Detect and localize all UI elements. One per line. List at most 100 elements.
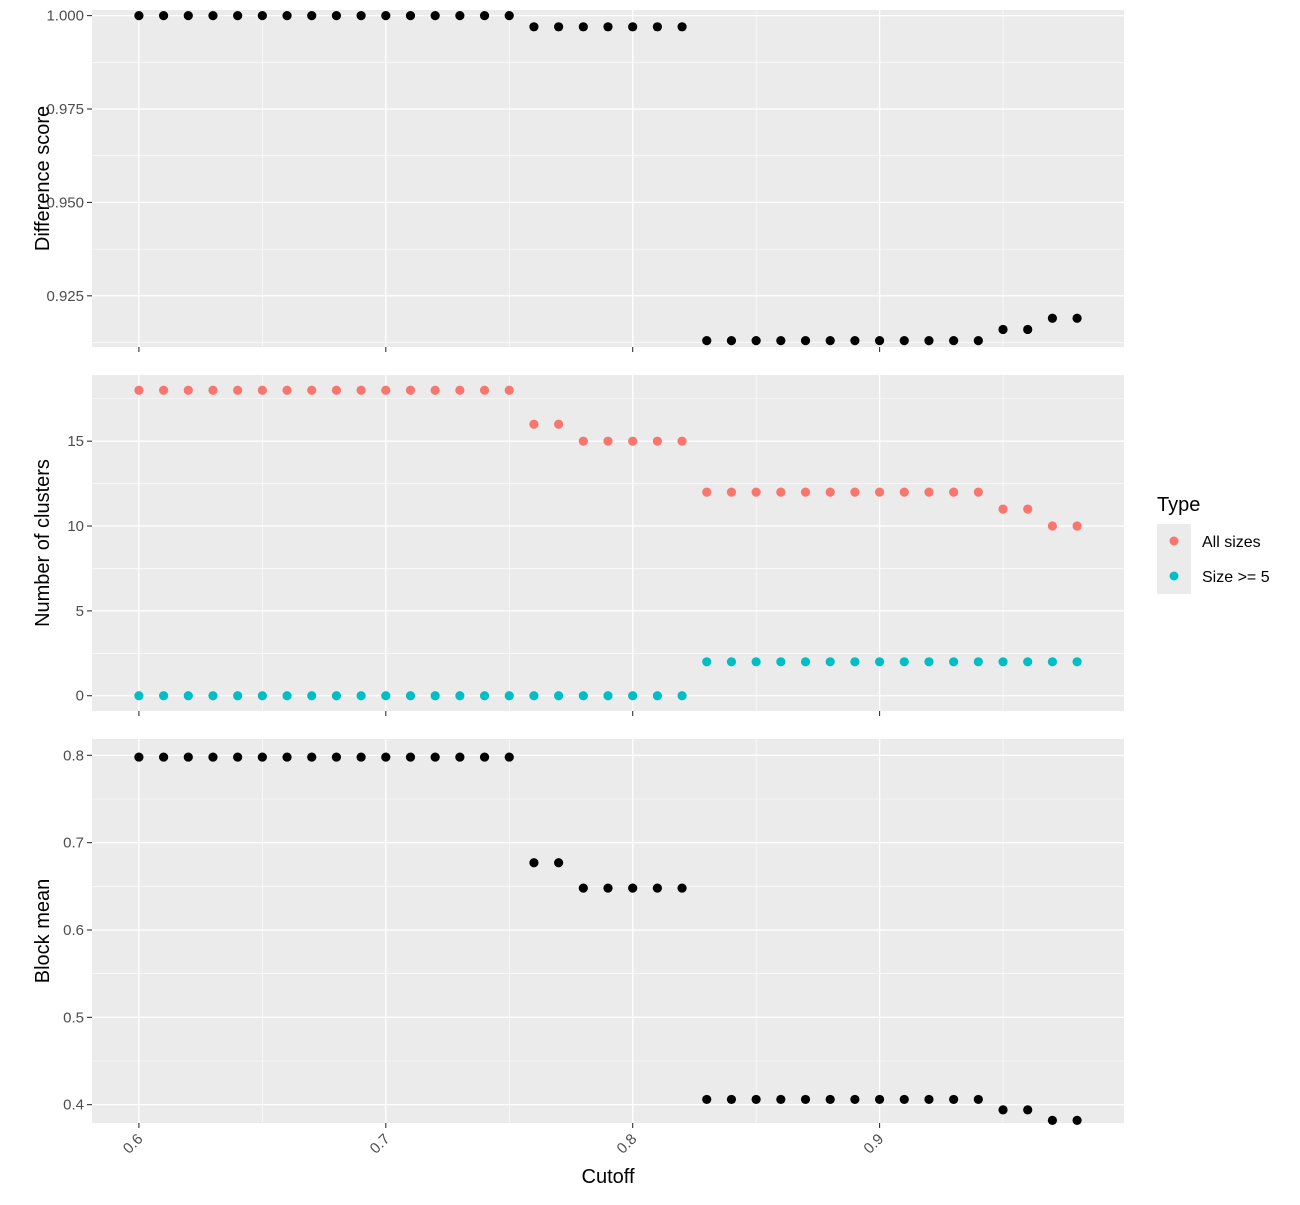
data-point [652,883,662,893]
data-point [208,752,218,762]
data-point [800,657,811,667]
data-point [702,336,712,346]
data-point [850,1094,860,1105]
data-point [652,22,662,32]
data-point [405,752,416,762]
data-point [874,657,885,667]
y-tick-label: 0.7 [63,835,84,852]
y-tick-label: 1.000 [46,8,84,25]
data-point [356,385,366,395]
data-point [899,1094,909,1105]
data-point [628,436,638,446]
y-tick-label: 0.975 [46,101,84,118]
data-point [677,883,687,893]
data-point [1072,313,1082,323]
data-point [726,336,737,346]
data-point [899,657,909,667]
data-point [751,657,761,667]
data-point [702,1094,712,1105]
chart-panel-1: 0.925 0.950 0.975 1.000 Difference score [32,8,1124,352]
data-point [233,385,243,395]
data-point [405,385,416,395]
y-tick-label: 5 [76,603,84,620]
data-point [134,11,144,21]
data-point [208,11,218,21]
data-point [751,487,761,497]
data-point [554,419,564,429]
data-point [800,336,811,346]
data-point [899,336,909,346]
data-point [381,752,391,762]
data-point [282,691,292,701]
data-point [479,385,490,395]
data-point [257,11,267,21]
data-point [726,657,737,667]
data-point [800,1094,811,1105]
data-point [800,487,811,497]
data-point [973,487,983,497]
data-point [924,487,934,497]
x-tick-label: 0.7 [367,1131,394,1158]
data-point [949,1094,959,1105]
data-point [949,657,959,667]
data-point [529,419,539,429]
data-point [455,752,465,762]
data-point [183,11,193,21]
data-point [677,691,687,701]
data-point [998,324,1008,335]
legend-label-all-sizes: All sizes [1202,534,1261,551]
chart-panel-3: 0.4 0.5 0.6 0.7 0.8 0.6 0.7 0.8 0.9 Block mean [32,739,1124,1157]
data-point [381,691,391,701]
data-point [628,22,638,32]
series-1 [134,752,1082,1125]
data-point [1047,657,1058,667]
y-tick-label: 0 [76,688,84,705]
data-point [1023,1105,1033,1115]
data-point [1047,313,1058,323]
data-point [1072,521,1082,531]
data-point [405,11,416,21]
data-point [924,336,934,346]
data-point [282,11,292,21]
y-tick-label: 0.8 [63,747,84,764]
data-point [405,691,416,701]
data-point [924,657,934,667]
data-point [134,752,144,762]
data-point [430,691,440,701]
data-point [949,336,959,346]
data-point [158,11,169,21]
data-point [677,436,687,446]
data-point [356,691,366,701]
data-point [504,691,514,701]
data-point [603,883,613,893]
data-point [702,487,712,497]
data-point [554,691,564,701]
data-point [504,752,514,762]
data-point [331,11,342,21]
data-point [578,436,588,446]
legend: Type All sizes Size >= 5 [1157,494,1270,594]
data-point [776,657,786,667]
data-point [578,883,588,893]
data-point [554,858,564,868]
data-point [479,11,490,21]
data-point [331,691,342,701]
data-point [307,691,317,701]
data-point [529,858,539,868]
data-point [825,1094,835,1105]
data-point [455,385,465,395]
data-point [233,11,243,21]
data-point [751,336,761,346]
chart-panel-2: 0 5 10 15 Number of clusters [32,375,1124,716]
data-point [677,22,687,32]
data-point [628,691,638,701]
x-tick-label: 0.9 [860,1131,887,1158]
legend-key-background [1157,524,1191,594]
data-point [1047,1115,1058,1125]
x-tick-label: 0.8 [614,1131,641,1158]
y-axis-title: Number of clusters [32,459,54,627]
data-point [776,487,786,497]
data-point [998,657,1008,667]
data-point [356,11,366,21]
data-point [578,691,588,701]
